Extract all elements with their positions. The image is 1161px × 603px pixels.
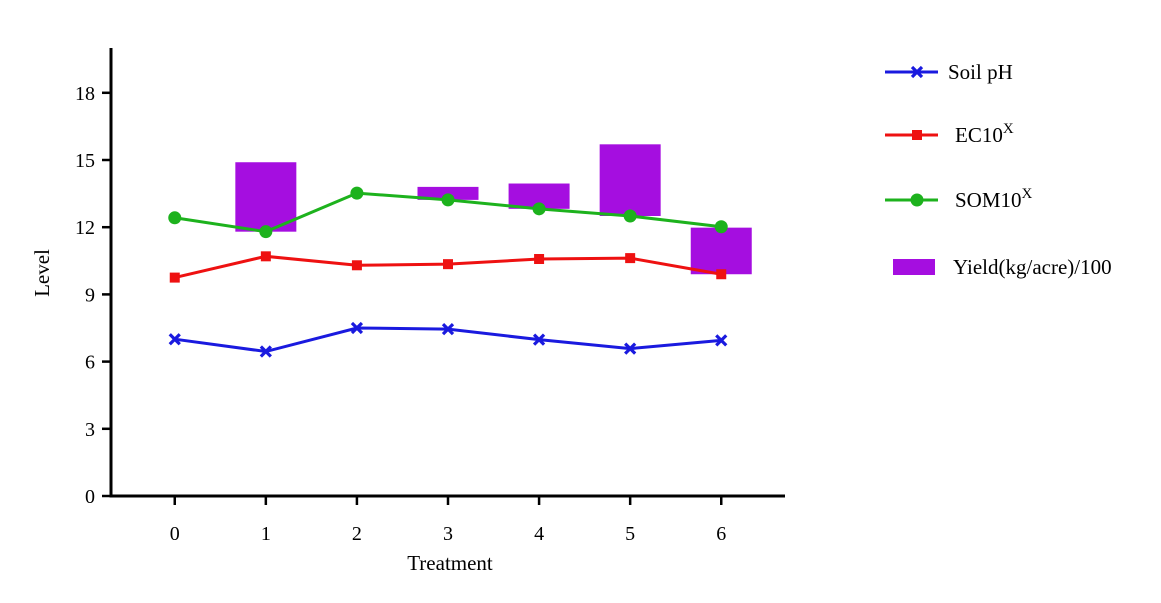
legend-label-sup: X bbox=[1003, 121, 1014, 137]
data-point bbox=[168, 333, 181, 346]
data-point bbox=[260, 251, 271, 262]
legend-item: SOM10X bbox=[885, 186, 1033, 212]
y-tick-label: 9 bbox=[85, 284, 95, 306]
yield-bar bbox=[235, 162, 297, 232]
data-point bbox=[350, 321, 364, 335]
data-point bbox=[532, 333, 546, 346]
legend-label-text: SOM10 bbox=[955, 188, 1022, 212]
x-axis-title: Treatment bbox=[407, 551, 493, 575]
legend-marker bbox=[910, 193, 924, 207]
data-point bbox=[716, 269, 727, 280]
y-tick-label: 3 bbox=[85, 419, 95, 441]
legend-label: Yield(kg/acre)/100 bbox=[953, 255, 1112, 279]
legend-marker bbox=[910, 65, 924, 79]
legend-label-text: EC10 bbox=[955, 123, 1003, 147]
data-point bbox=[168, 211, 182, 225]
legend-item: Soil pH bbox=[885, 60, 1013, 84]
data-point bbox=[625, 253, 636, 264]
legend-swatch bbox=[893, 259, 935, 275]
legend-label-text: Yield(kg/acre)/100 bbox=[953, 255, 1112, 279]
data-point bbox=[351, 260, 362, 271]
legend-label-text: Soil pH bbox=[948, 60, 1013, 84]
y-axis-title: Level bbox=[30, 249, 54, 297]
yield-bars bbox=[235, 144, 752, 275]
data-point bbox=[443, 259, 453, 270]
data-point bbox=[624, 342, 637, 355]
y-tick-label: 0 bbox=[85, 486, 95, 508]
data-point bbox=[623, 209, 637, 223]
series-markers bbox=[168, 186, 728, 358]
y-tick-label: 15 bbox=[75, 150, 95, 172]
x-tick-label: 1 bbox=[261, 523, 271, 545]
x-tick-label: 2 bbox=[352, 523, 362, 545]
x-tick-label: 6 bbox=[716, 523, 726, 545]
x-tick-label: 5 bbox=[625, 523, 635, 545]
legend-marker bbox=[912, 130, 922, 140]
series-line bbox=[174, 326, 722, 354]
data-point bbox=[259, 225, 273, 239]
y-tick-label: 12 bbox=[75, 217, 95, 239]
data-point bbox=[259, 345, 272, 358]
legend-item: Yield(kg/acre)/100 bbox=[893, 255, 1112, 279]
legend-label: SOM10X bbox=[955, 186, 1033, 212]
legend-label: Soil pH bbox=[948, 60, 1013, 84]
data-point bbox=[532, 202, 546, 216]
legend-label-sup: X bbox=[1022, 186, 1033, 202]
yield-bar bbox=[599, 144, 661, 216]
data-point bbox=[441, 193, 455, 207]
data-point bbox=[715, 334, 728, 347]
y-tick-label: 6 bbox=[85, 352, 95, 374]
x-tick-label: 4 bbox=[534, 523, 544, 545]
data-point bbox=[534, 254, 545, 265]
data-point bbox=[169, 272, 180, 283]
data-point bbox=[350, 186, 364, 200]
x-tick-label: 3 bbox=[443, 523, 453, 545]
legend-item: EC10X bbox=[885, 121, 1014, 147]
data-point bbox=[441, 322, 455, 336]
yield-bar bbox=[690, 227, 752, 275]
y-tick-label: 18 bbox=[75, 83, 95, 105]
legend-label: EC10X bbox=[955, 121, 1014, 147]
x-tick-label: 0 bbox=[170, 523, 180, 545]
data-point bbox=[714, 220, 728, 234]
